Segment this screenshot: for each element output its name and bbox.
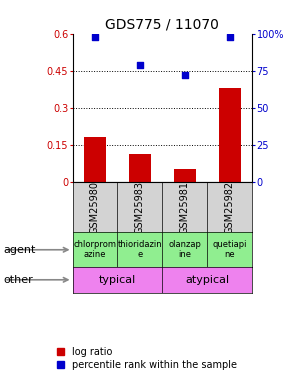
Bar (174, 169, 196, 182)
Legend: log ratio, percentile rank within the sample: log ratio, percentile rank within the sa… (57, 347, 237, 370)
Bar (84, 137, 106, 182)
Text: agent: agent (3, 245, 35, 255)
Text: thioridazin
e: thioridazin e (118, 240, 162, 260)
Text: other: other (3, 275, 33, 285)
Text: GSM25980: GSM25980 (90, 180, 100, 234)
Text: quetiapi
ne: quetiapi ne (213, 240, 247, 260)
Text: atypical: atypical (185, 275, 229, 285)
Text: GSM25983: GSM25983 (135, 180, 145, 234)
Text: GSM25982: GSM25982 (225, 180, 235, 234)
Point (228, 34, 232, 40)
Text: chlorprom
azine: chlorprom azine (73, 240, 117, 260)
Title: GDS775 / 11070: GDS775 / 11070 (106, 17, 219, 31)
Text: olanzap
ine: olanzap ine (168, 240, 201, 260)
Point (93, 34, 97, 40)
Point (138, 62, 142, 68)
Text: GSM25981: GSM25981 (180, 180, 190, 234)
Bar (129, 154, 151, 182)
Bar (219, 88, 241, 182)
Point (183, 72, 187, 78)
Text: typical: typical (99, 275, 136, 285)
